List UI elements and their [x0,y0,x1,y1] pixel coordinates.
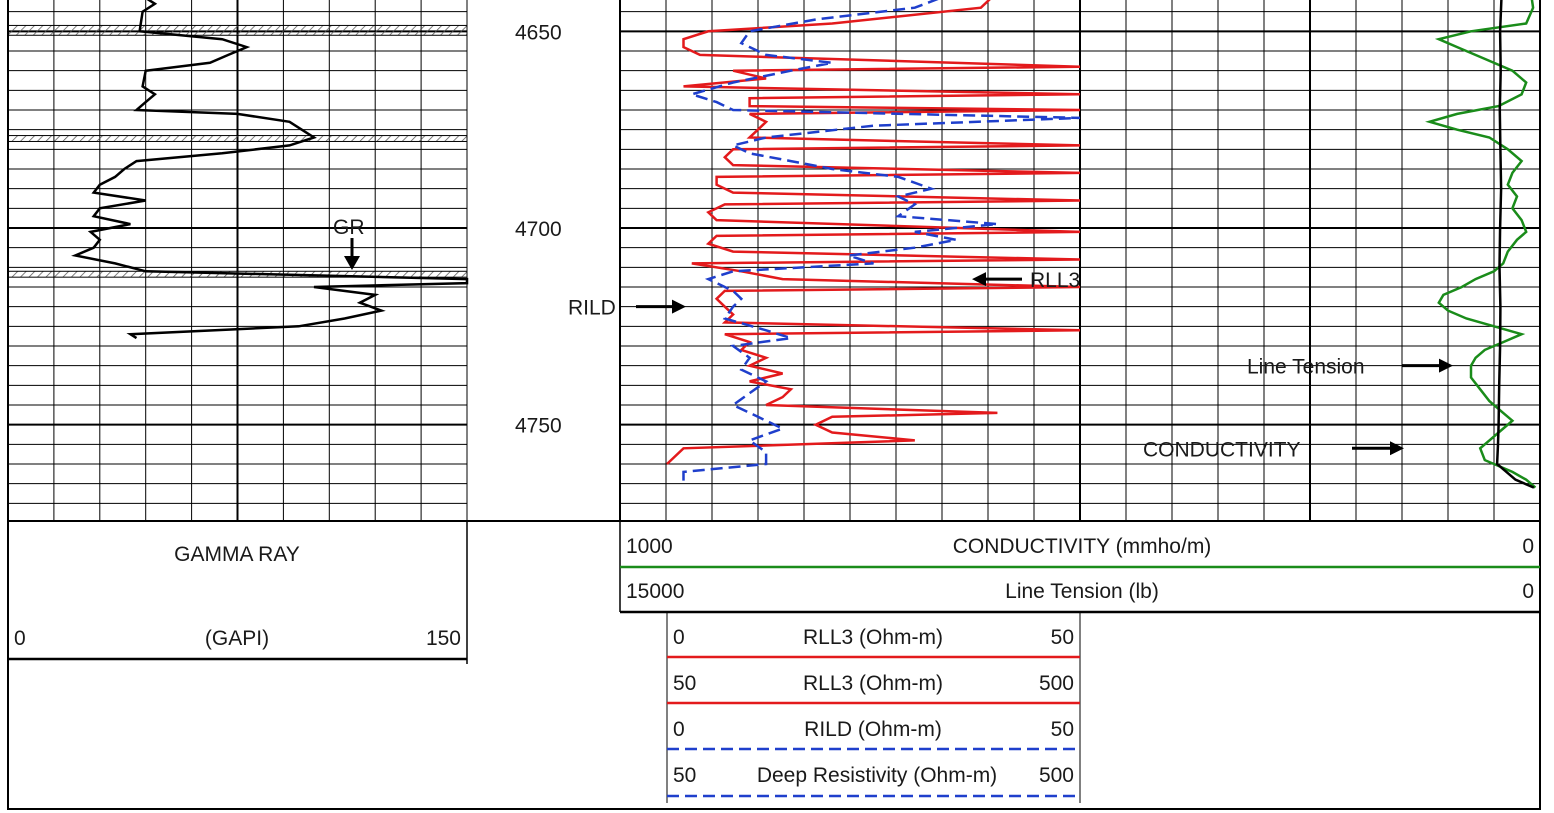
line-tension-curve [1495,0,1535,489]
track2-header-max: 50 [1051,626,1074,649]
arrowhead [672,299,686,314]
conductivity-annotation-label: CONDUCTIVITY [1143,438,1301,461]
track2-header-label: RLL3 (Ohm-m) [803,626,943,649]
curves [71,0,1537,489]
outer-frame [7,0,1541,810]
rll3-annotation-label: RLL3 [1030,269,1080,292]
track2-header-max: 50 [1051,718,1074,741]
track2-header-label: RILD (Ohm-m) [804,718,942,741]
depth-tick-labels: 4650 4700 4750 [515,21,562,437]
arrowhead [344,256,360,271]
rild-curve [682,0,1081,484]
gr-scale-min: 0 [14,627,26,650]
track2-header-min: 50 [673,764,696,787]
annotations: GR RLL3 RILD Line Tension CONDUCTIVITY [333,216,1453,461]
arrowhead [972,272,986,287]
track-headers: GAMMA RAY 0 (GAPI) 150 1000 CONDUCTIVITY (mmh… [7,0,1541,810]
track3-header-min: 15000 [626,580,684,603]
track2-header-label: Deep Resistivity (Ohm-m) [757,764,997,787]
track2-header-max: 500 [1039,764,1074,787]
track3-header-label: CONDUCTIVITY (mmho/m) [953,535,1212,558]
track2-header-max: 500 [1039,672,1074,695]
track2-header-min: 0 [673,626,685,649]
arrowhead [1439,358,1453,373]
track3-grid [619,0,1541,520]
depth-tick-label: 4750 [515,415,562,438]
track2-header-min: 50 [673,672,696,695]
conductivity-curve [1425,0,1537,489]
gr-hatch-band [7,24,468,36]
arrowhead [1390,441,1404,456]
gr-scale-unit: (GAPI) [205,627,269,650]
track3-header-max: 0 [1522,535,1534,558]
rild-annotation-label: RILD [568,297,616,320]
gr-annotation-label: GR [333,216,365,239]
track2-header-label: RLL3 (Ohm-m) [803,672,943,695]
gr-scale-max: 150 [426,627,461,650]
track3-header-max: 0 [1522,580,1534,603]
track2-header-min: 0 [673,718,685,741]
depth-tick-label: 4650 [515,21,562,44]
gr-hatch-band [7,135,468,142]
track3-header-label: Line Tension (lb) [1005,580,1159,603]
rll3-curve [666,0,1081,465]
gr-header-title: GAMMA RAY [174,543,300,566]
track3-header-min: 1000 [626,535,673,558]
depth-tick-label: 4700 [515,218,562,241]
track1-grid [7,0,468,520]
gr-curve [71,0,469,340]
line-tension-annotation-label: Line Tension [1247,356,1365,379]
